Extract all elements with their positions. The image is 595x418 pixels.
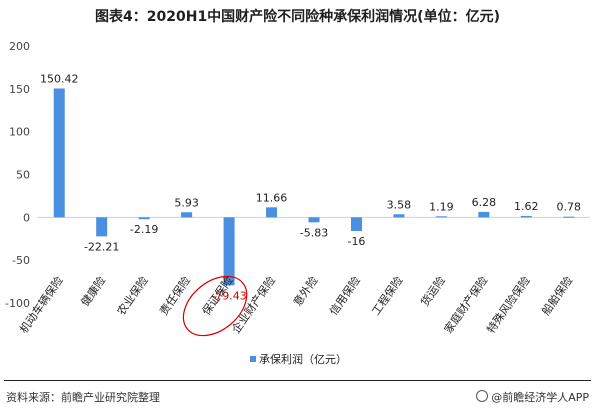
bar xyxy=(53,88,65,218)
bar xyxy=(138,217,150,220)
footer-divider xyxy=(4,380,591,381)
y-tick-label: -50 xyxy=(12,254,30,267)
data-label: 150.42 xyxy=(40,72,79,85)
y-axis-ticks: -100 -50 0 50 100 150 200 xyxy=(5,40,30,310)
category-label: 意外险 xyxy=(290,274,320,309)
category-label: 货运险 xyxy=(417,274,447,309)
data-label: 6.28 xyxy=(472,196,497,209)
category-label: 家庭财产保险 xyxy=(441,274,490,336)
bar xyxy=(181,212,193,218)
bar xyxy=(520,215,532,218)
source-note: 资料来源：前瞻产业研究院整理 xyxy=(6,391,160,404)
y-tick-label: 0 xyxy=(23,211,30,224)
highlight-ellipse xyxy=(182,275,248,337)
bar xyxy=(350,217,362,232)
y-tick-label: -100 xyxy=(5,297,30,310)
data-label: -22.21 xyxy=(84,240,119,253)
category-label: 健康险 xyxy=(78,274,108,309)
brand-text: @前瞻经济学人APP xyxy=(491,391,589,404)
data-label: -79.43 xyxy=(211,289,246,302)
bar xyxy=(223,217,235,286)
category-label: 工程保险 xyxy=(369,274,406,318)
data-label: 11.66 xyxy=(256,191,288,204)
legend: 承保利润（亿元） xyxy=(250,352,347,366)
category-label: 信用保险 xyxy=(326,274,363,318)
data-label: 0.78 xyxy=(557,201,582,214)
data-label: -16 xyxy=(347,235,365,248)
data-label: -2.19 xyxy=(130,223,158,236)
legend-label: 承保利润（亿元） xyxy=(259,352,347,366)
category-label: 农业保险 xyxy=(114,274,151,318)
chart-title: 图表4：2020H1中国财产险不同险种承保利润情况(单位：亿元) xyxy=(95,9,500,25)
y-tick-label: 200 xyxy=(9,40,30,53)
bar xyxy=(393,214,405,218)
category-label: 企业财产保险 xyxy=(229,274,278,336)
bar xyxy=(435,216,447,218)
y-tick-label: 50 xyxy=(16,169,30,182)
data-label: 3.58 xyxy=(387,198,412,211)
bar xyxy=(96,217,108,237)
brand-icon xyxy=(476,390,489,402)
category-label: 特殊风险保险 xyxy=(483,274,532,336)
category-label: 责任保险 xyxy=(156,274,193,318)
data-label: 1.62 xyxy=(514,200,539,213)
data-label: -5.83 xyxy=(300,226,328,239)
bars xyxy=(53,88,575,286)
data-label: 5.93 xyxy=(174,196,199,209)
data-label: 1.19 xyxy=(429,200,454,213)
data-labels: 150.42 -22.21 -2.19 5.93 -79.43 11.66 -5.83 -16… xyxy=(40,72,581,302)
bar-chart: -100 -50 0 50 100 150 200 150.42 -22.21 -2.19 5.9… xyxy=(5,40,590,366)
legend-swatch xyxy=(250,356,256,362)
bar xyxy=(308,217,320,223)
bar xyxy=(266,207,278,218)
brand-label: @前瞻经济学人APP xyxy=(476,389,589,405)
y-tick-label: 150 xyxy=(9,83,30,96)
y-tick-label: 100 xyxy=(9,126,30,139)
bar xyxy=(478,211,490,218)
category-label: 船舶保险 xyxy=(539,274,576,318)
bar xyxy=(563,216,575,218)
